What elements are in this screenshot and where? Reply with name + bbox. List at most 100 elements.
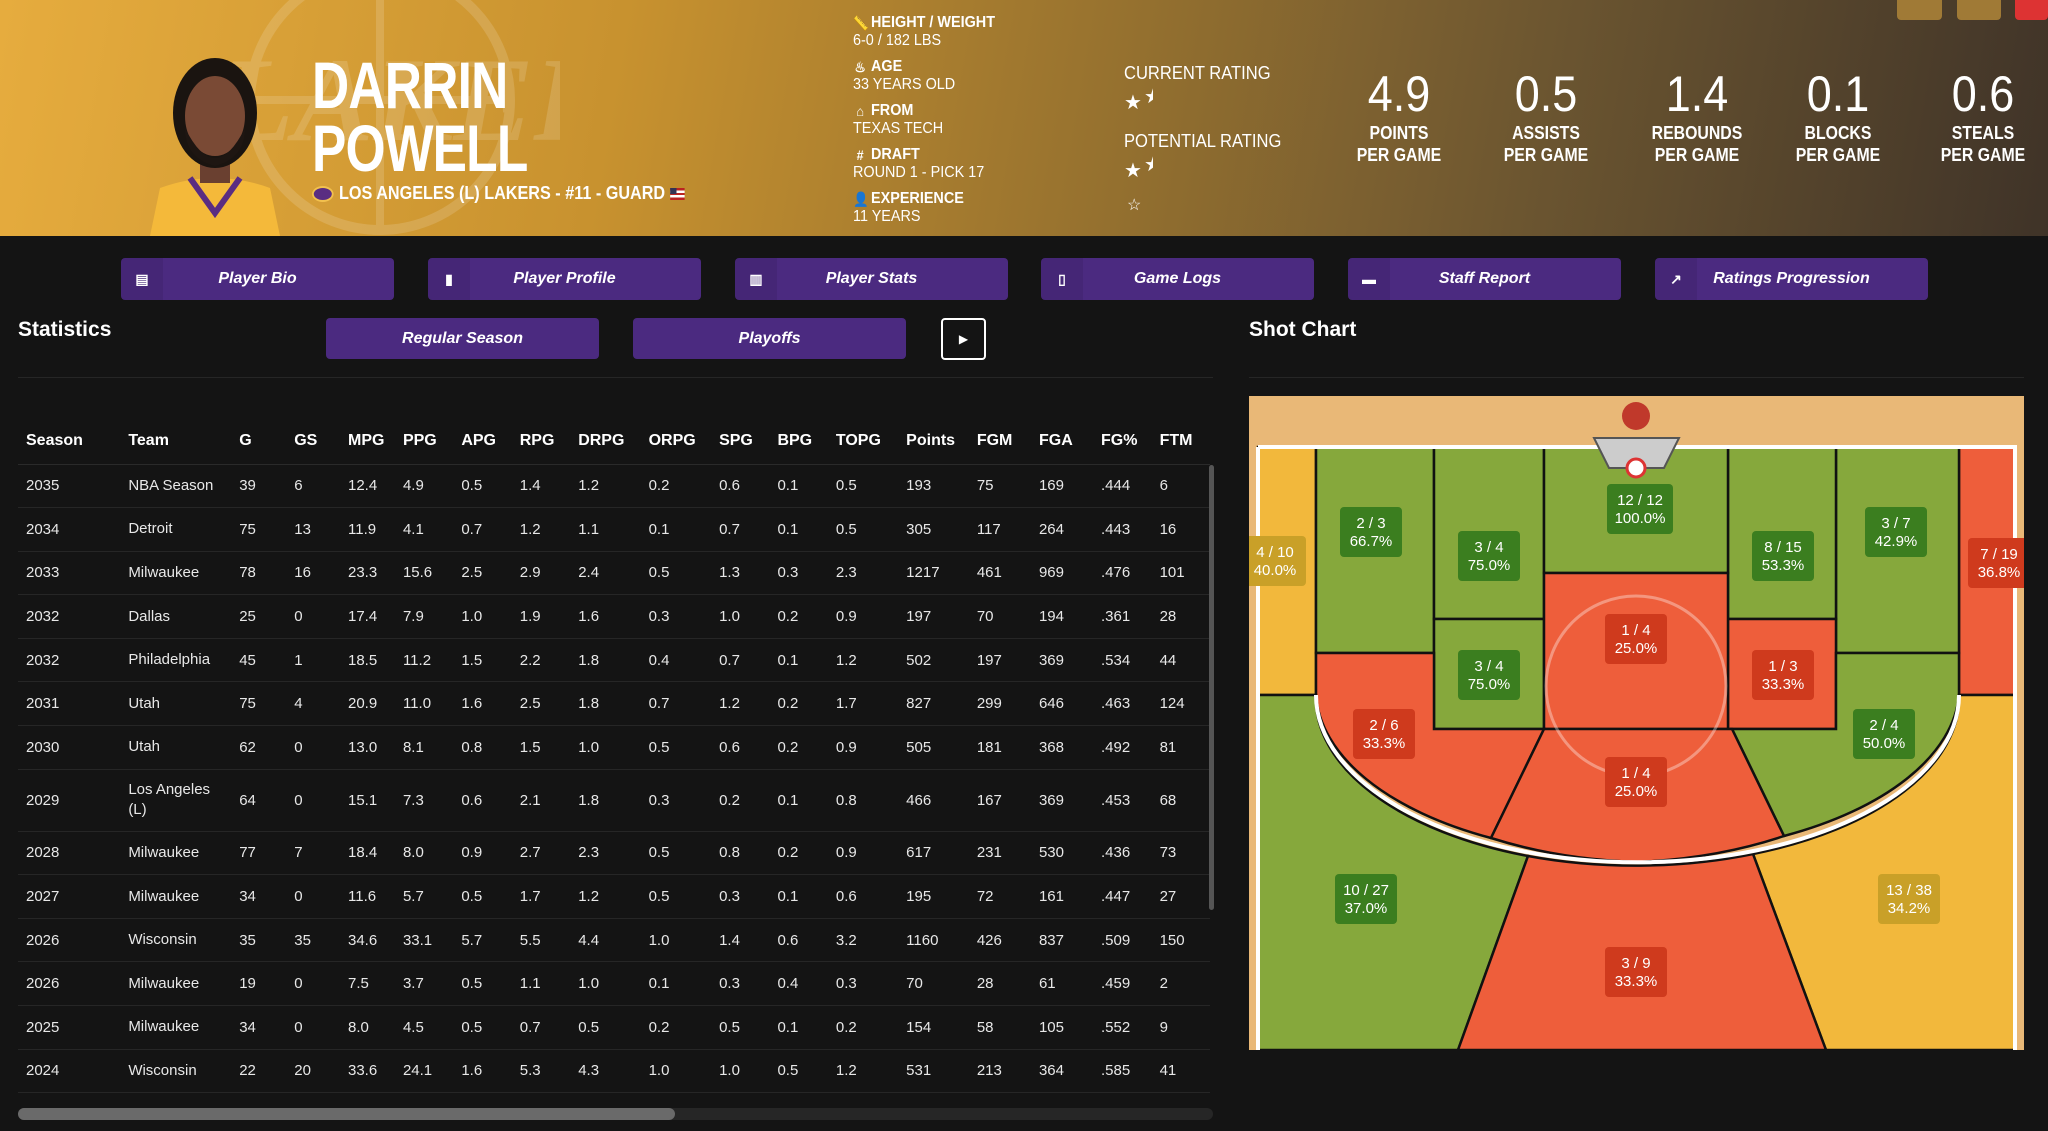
zone-percentage: 50.0%	[1863, 735, 1906, 752]
table-cell: 0.5	[453, 1005, 512, 1050]
table-cell: 25	[231, 594, 287, 639]
table-cell: 1.1	[511, 961, 571, 1007]
table-cell: 75	[231, 681, 287, 727]
column-header[interactable]: TOPG	[827, 418, 899, 465]
column-header[interactable]: G	[231, 418, 287, 465]
zone-percentage: 25.0%	[1615, 640, 1658, 657]
table-cell: 1.5	[453, 638, 512, 683]
nav-button-ratings-progression[interactable]: ↗ Ratings Progression	[1655, 258, 1928, 300]
table-cell: 2032	[18, 594, 121, 639]
table-cell: 17.4	[340, 594, 395, 639]
table-cell: Milwaukee	[120, 551, 232, 596]
table-cell: 0.9	[827, 594, 899, 639]
table-cell: 75	[968, 464, 1031, 509]
table-cell: 1	[286, 638, 340, 683]
current-rating-label: CURRENT RATING	[1124, 63, 1271, 83]
table-row: 2033 Milwaukee 78 16 23.3 15.6 2.5 2.9 2.4 0.5 1.3…	[18, 551, 1210, 596]
table-cell: 0.5	[453, 961, 512, 1007]
column-header[interactable]: Points	[898, 418, 969, 465]
column-header[interactable]: FG%	[1092, 418, 1152, 465]
potential-rating-label: POTENTIAL RATING	[1124, 131, 1282, 151]
table-cell: 2.9	[511, 551, 571, 596]
table-cell: 1.5	[511, 725, 571, 770]
vertical-scrollbar[interactable]	[1209, 465, 1214, 910]
table-cell: 64	[231, 769, 287, 832]
column-header[interactable]: BPG	[769, 418, 828, 465]
column-header[interactable]: GS	[286, 418, 340, 465]
average-value: 0.6	[1951, 66, 2015, 122]
favorite-star-icon[interactable]: ☆	[1127, 197, 1144, 214]
table-cell: 150	[1151, 918, 1210, 963]
column-header[interactable]: ORPG	[640, 418, 712, 465]
table-cell: 0.5	[570, 1005, 641, 1050]
table-cell: 1.7	[511, 874, 571, 919]
table-cell: 0.5	[827, 507, 899, 552]
comment-icon: ▬	[1348, 258, 1390, 300]
nav-label: Staff Report	[1438, 270, 1531, 287]
nav-button-game-logs[interactable]: ▯ Game Logs	[1041, 258, 1314, 300]
average-label: POINTS	[1369, 123, 1429, 143]
column-header[interactable]: Team	[120, 418, 232, 465]
play-toggle-button[interactable]: ▶	[941, 318, 986, 360]
table-row: 2027 Milwaukee 34 0 11.6 5.7 0.5 1.7 1.2 0.5 0.3 0.…	[18, 874, 1210, 919]
nav-button-staff-report[interactable]: ▬ Staff Report	[1348, 258, 1621, 300]
table-row: 2031 Utah 75 4 20.9 11.0 1.6 2.5 1.8 0.7 1.2 0.2 1.7…	[18, 681, 1210, 727]
zone-percentage: 100.0%	[1615, 510, 1666, 527]
table-cell: 1.6	[570, 594, 641, 639]
table-cell: 368	[1030, 725, 1093, 770]
close-button[interactable]	[2015, 0, 2048, 20]
column-header[interactable]: FGM	[968, 418, 1031, 465]
column-header[interactable]: Season	[18, 418, 121, 465]
nav-button-player-stats[interactable]: ▥ Player Stats	[735, 258, 1008, 300]
column-header[interactable]: PPG	[394, 418, 454, 465]
table-cell: Milwaukee	[120, 874, 232, 919]
table-cell: 1.0	[640, 918, 712, 963]
table-cell: 213	[968, 1049, 1031, 1094]
table-cell: 0.1	[769, 638, 828, 683]
info-item: 📏 HEIGHT / WEIGHT 6-0 / 182 LBS	[853, 14, 1093, 58]
line-chart-icon: ↗	[1655, 258, 1697, 300]
nav-button-player-profile[interactable]: ▮ Player Profile	[428, 258, 701, 300]
column-header[interactable]: RPG	[511, 418, 571, 465]
column-header[interactable]: FGA	[1030, 418, 1093, 465]
scrollbar-thumb[interactable]	[18, 1108, 675, 1120]
table-cell: 5.7	[453, 918, 512, 963]
table-cell: 16	[286, 551, 340, 596]
table-cell: 0.2	[769, 594, 828, 639]
column-header[interactable]: FTM	[1151, 418, 1210, 465]
column-header[interactable]: APG	[453, 418, 512, 465]
info-value: 33 YEARS OLD	[853, 76, 956, 93]
table-cell: NBA Season	[120, 464, 232, 509]
table-cell: 11.0	[394, 681, 454, 727]
nav-button-player-bio[interactable]: ▤ Player Bio	[121, 258, 394, 300]
next-player-button[interactable]	[1957, 0, 2001, 20]
book-reader-icon: ▮	[428, 258, 470, 300]
previous-player-button[interactable]	[1897, 0, 1942, 20]
table-cell: 0.5	[453, 874, 512, 919]
zone-label: 3 / 475.0%	[1458, 531, 1520, 581]
column-header[interactable]: SPG	[711, 418, 770, 465]
table-cell: 197	[898, 594, 969, 639]
horizontal-scrollbar[interactable]	[18, 1108, 1213, 1120]
zone-percentage: 37.0%	[1345, 900, 1388, 917]
playoffs-button[interactable]: Playoffs	[633, 318, 906, 359]
school-icon: ⌂	[856, 103, 865, 119]
table-cell: 5.5	[511, 918, 571, 963]
info-value: ROUND 1 - PICK 17	[853, 164, 985, 181]
table-cell: 8.1	[394, 725, 454, 770]
table-cell: 1.2	[511, 507, 571, 552]
regular-season-button[interactable]: Regular Season	[326, 318, 599, 359]
table-cell: 11.2	[394, 638, 454, 683]
average-label: PER GAME	[1795, 145, 1881, 165]
column-header[interactable]: MPG	[340, 418, 395, 465]
table-cell: 2024	[18, 1049, 121, 1094]
table-cell: Wisconsin	[120, 1049, 232, 1094]
table-cell: .459	[1092, 961, 1152, 1007]
user-clock-icon: 👤	[853, 190, 869, 207]
zone-label: 2 / 366.7%	[1340, 507, 1402, 557]
table-cell: 0.2	[640, 1005, 712, 1050]
table-cell: 0.6	[453, 769, 512, 832]
column-header[interactable]: DRPG	[570, 418, 641, 465]
table-cell: 27	[1151, 874, 1210, 919]
info-item: 👤 EXPERIENCE 11 YEARS	[853, 190, 1093, 234]
